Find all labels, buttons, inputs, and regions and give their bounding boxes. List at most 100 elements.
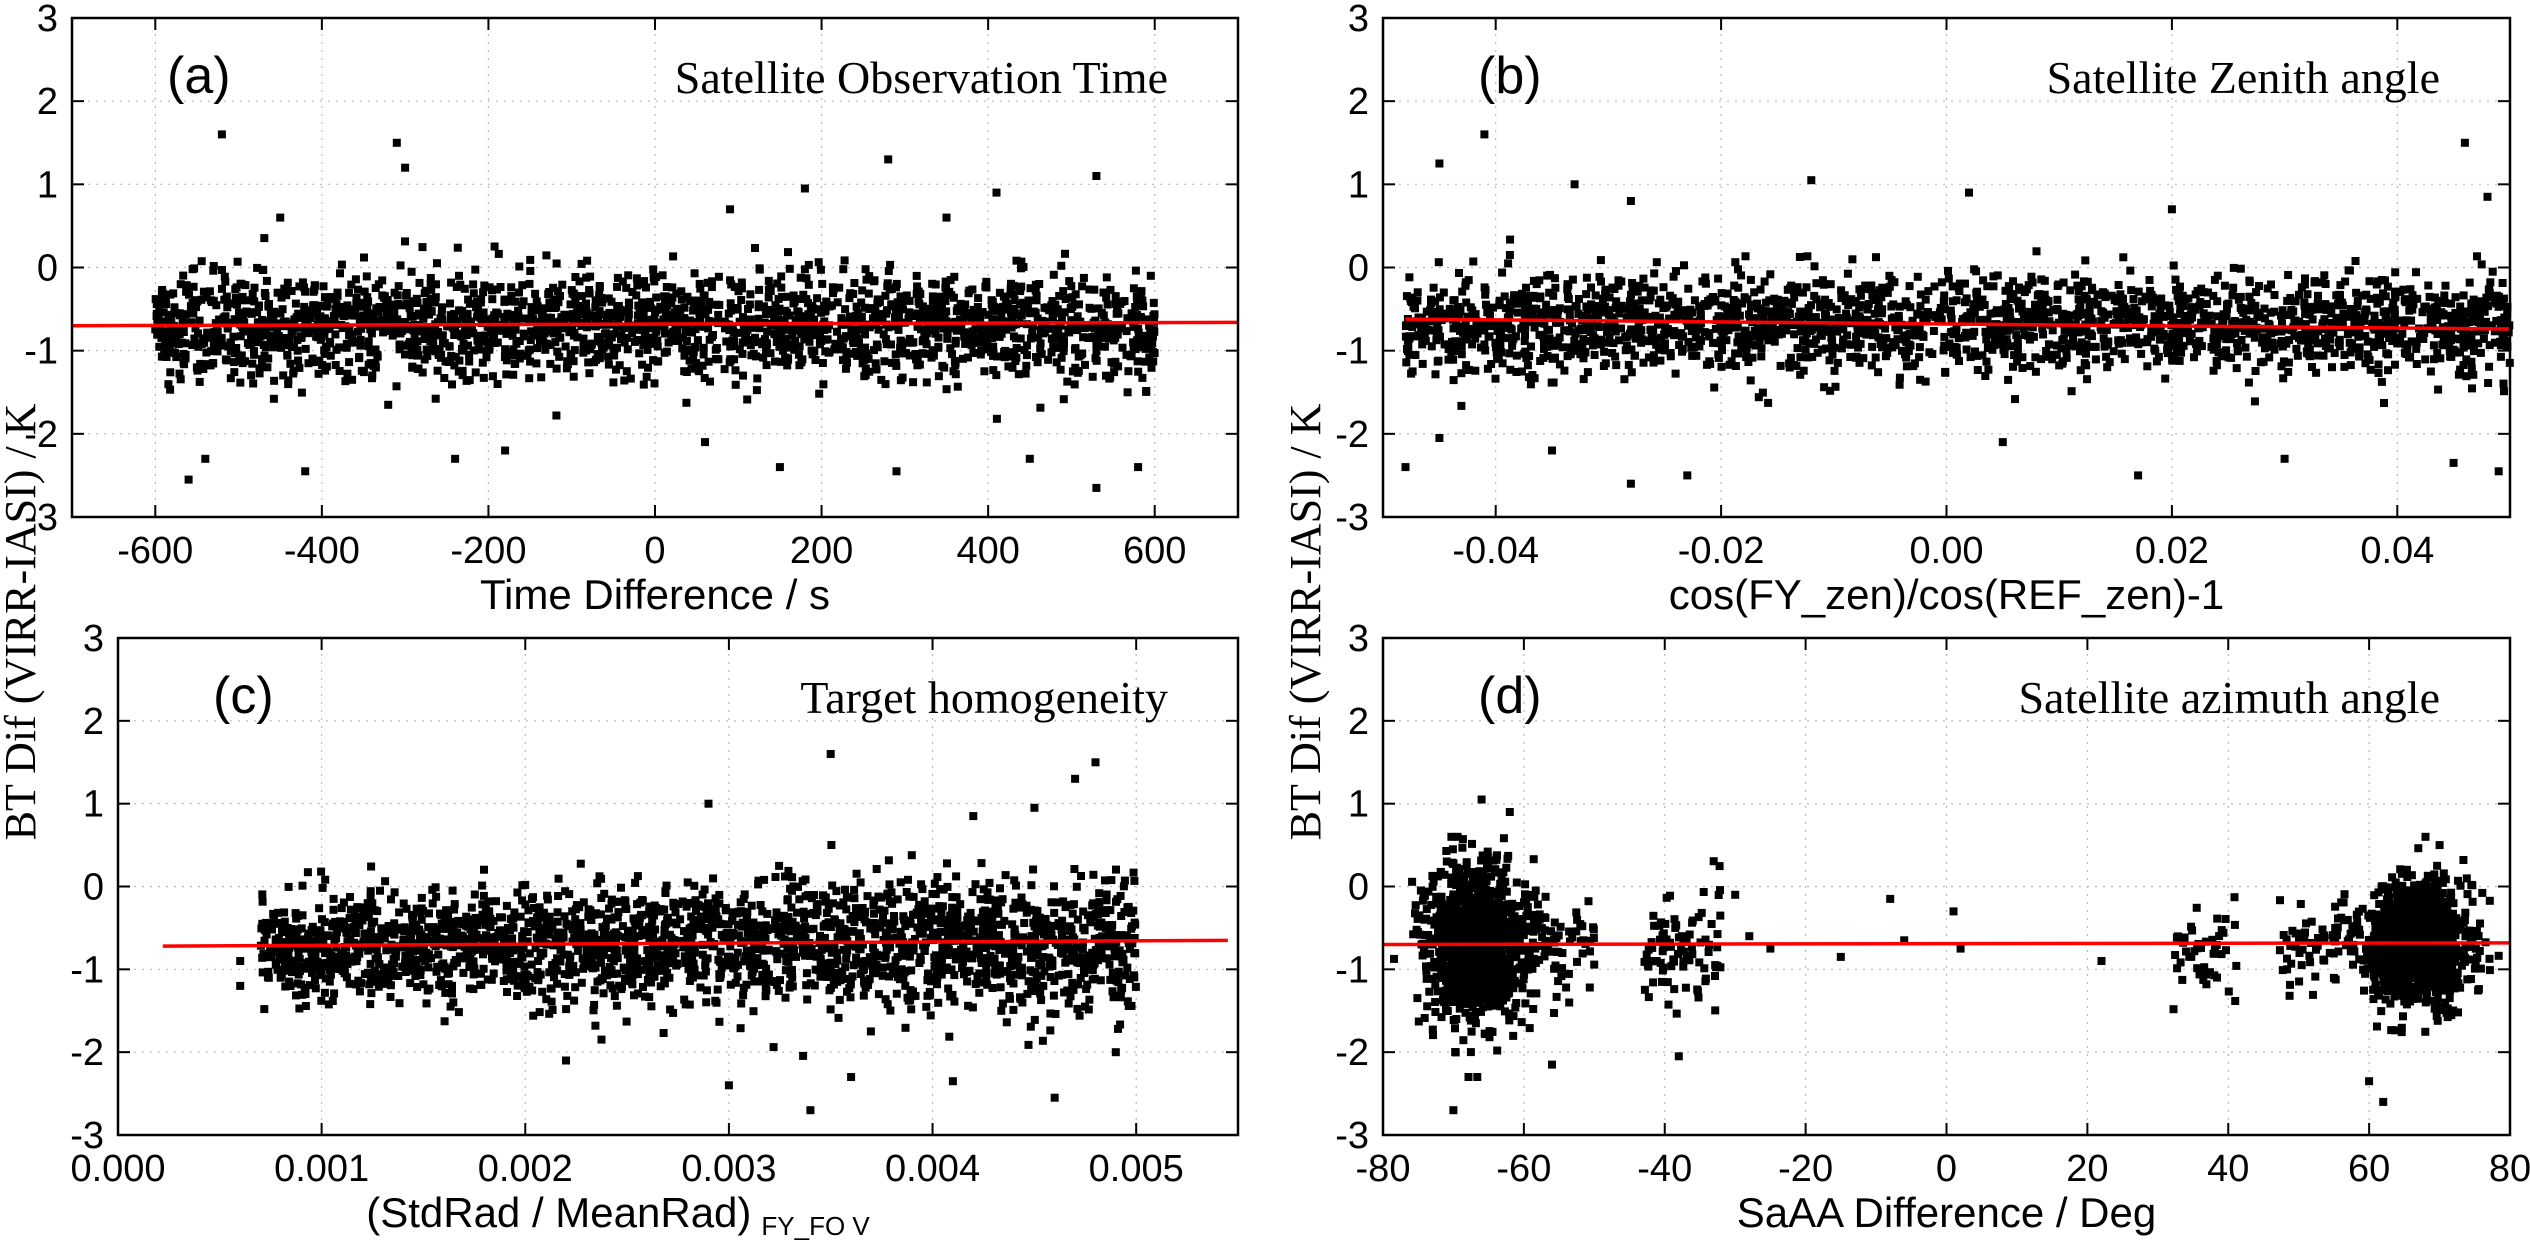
scatter-point <box>1418 359 1427 368</box>
scatter-point <box>992 414 1001 423</box>
scatter-point <box>613 282 622 291</box>
scatter-point <box>388 327 397 336</box>
scatter-point <box>1890 278 1899 287</box>
scatter-point <box>1673 304 1682 313</box>
scatter-point <box>2260 314 2269 323</box>
scatter-point <box>504 313 513 322</box>
scatter-point <box>2082 349 2090 358</box>
scatter-point <box>554 892 563 900</box>
scatter-point <box>1971 347 1979 356</box>
scatter-point <box>1588 341 1597 350</box>
scatter-point <box>662 283 671 291</box>
scatter-point <box>989 342 998 351</box>
scatter-point <box>668 283 677 292</box>
scatter-point <box>1483 308 1492 317</box>
scatter-point <box>1568 319 1576 328</box>
scatter-point <box>931 329 940 338</box>
scatter-point <box>959 306 968 315</box>
scatter-point <box>989 366 998 375</box>
x-tick-label: 0.00 <box>1910 530 1984 572</box>
scatter-point <box>1922 315 1931 324</box>
scatter-point <box>1594 320 1603 329</box>
scatter-point <box>1590 334 1599 343</box>
scatter-point <box>456 280 465 289</box>
scatter-point <box>2263 333 2272 342</box>
scatter-point <box>1746 315 1755 324</box>
scatter-point <box>722 337 731 346</box>
scatter-point <box>1045 306 1054 315</box>
scatter-point <box>1791 287 1800 296</box>
scatter-point <box>1092 346 1101 355</box>
scatter-point <box>1793 283 1802 292</box>
scatter-point <box>1717 340 1726 348</box>
scatter-point <box>1631 287 1640 296</box>
scatter-point <box>1714 312 1723 321</box>
scatter-point <box>2060 326 2069 335</box>
scatter-point <box>177 338 186 347</box>
scatter-point <box>450 309 459 318</box>
scatter-point <box>642 372 651 381</box>
scatter-point <box>919 336 928 345</box>
scatter-point <box>595 337 604 346</box>
scatter-point <box>663 301 672 310</box>
scatter-point <box>1434 309 1442 318</box>
scatter-point <box>635 349 644 358</box>
scatter-point <box>431 394 440 403</box>
scatter-point <box>1654 320 1662 329</box>
scatter-point <box>2030 317 2039 326</box>
scatter-point <box>1944 274 1953 283</box>
scatter-point <box>2290 331 2299 340</box>
scatter-point <box>343 301 352 310</box>
scatter-point <box>401 237 409 246</box>
scatter-point <box>552 302 561 311</box>
scatter-point <box>902 291 911 300</box>
scatter-point <box>2074 295 2083 304</box>
scatter-point <box>1508 341 1517 350</box>
scatter-point <box>1649 358 1658 367</box>
scatter-point <box>2449 458 2458 467</box>
scatter-point <box>469 289 478 298</box>
scatter-point <box>1489 303 1497 312</box>
scatter-point <box>494 249 503 258</box>
scatter-point <box>1710 383 1719 392</box>
scatter-point <box>221 355 230 364</box>
scatter-point <box>841 305 850 314</box>
scatter-point <box>2374 360 2383 369</box>
scatter-point <box>1405 273 1414 282</box>
scatter-point <box>656 302 665 311</box>
scatter-point <box>603 971 612 980</box>
scatter-point <box>788 331 797 340</box>
scatter-point <box>2474 297 2483 306</box>
scatter-point <box>2223 300 2231 309</box>
y-tick-label: -3 <box>24 497 58 539</box>
scatter-point <box>1651 311 1660 320</box>
scatter-point <box>697 304 705 313</box>
scatter-point <box>2001 286 2010 295</box>
scatter-point <box>364 337 373 346</box>
scatter-point <box>2217 352 2226 361</box>
scatter-point <box>195 316 204 325</box>
scatter-point <box>2009 362 2017 371</box>
scatter-point <box>233 298 242 306</box>
scatter-point <box>495 325 504 334</box>
scatter-point <box>248 359 257 368</box>
scatter-point <box>2181 329 2190 338</box>
scatter-point <box>1826 386 1835 395</box>
scatter-point <box>2313 351 2322 360</box>
scatter-point <box>2263 284 2272 293</box>
scatter-point <box>176 375 185 384</box>
scatter-point <box>1714 274 1723 283</box>
scatter-point <box>763 327 772 336</box>
scatter-point <box>2038 314 2047 323</box>
scatter-point <box>218 266 226 274</box>
scatter-point <box>465 299 474 308</box>
scatter-point <box>1547 378 1556 387</box>
scatter-point <box>1871 295 1880 304</box>
scatter-point <box>918 349 927 358</box>
scatter-point <box>1859 354 1868 363</box>
scatter-point <box>1877 309 1886 318</box>
scatter-point <box>2242 352 2251 361</box>
scatter-point <box>879 330 888 339</box>
scatter-point <box>2157 294 2166 303</box>
scatter-point <box>1626 197 1635 205</box>
